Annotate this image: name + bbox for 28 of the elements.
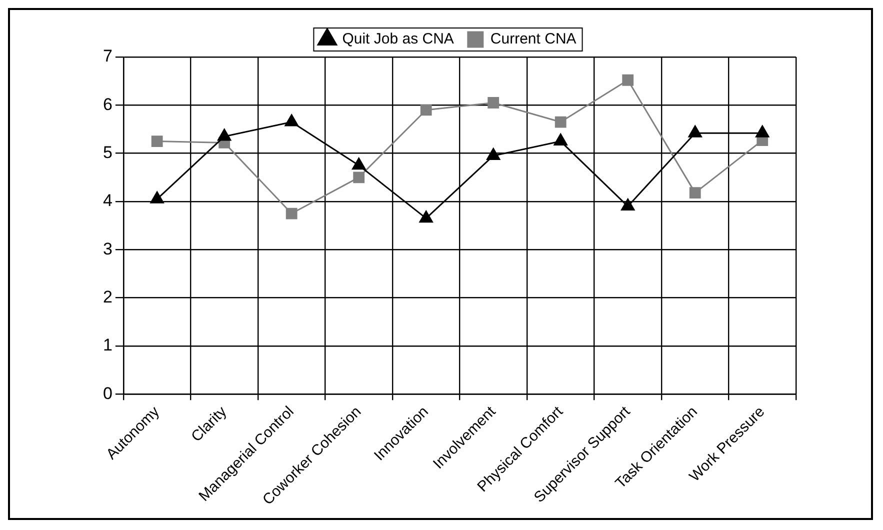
legend-label: Current CNA [490,30,576,48]
point [689,187,701,199]
y-tick-label: 2 [102,287,112,306]
y-tick-label: 1 [102,336,112,355]
point [621,198,635,211]
point [688,125,702,138]
point [353,172,365,184]
point [218,128,232,141]
point [486,148,500,160]
y-tick-label: 3 [102,239,112,258]
point [554,116,566,128]
y-tick-label: 4 [102,191,112,210]
y-tick-label: 0 [102,384,112,403]
point [554,134,568,146]
point [756,125,770,138]
point [286,208,298,220]
y-tick-label: 5 [102,143,112,162]
legend-label: Quit Job as CNA [342,30,454,48]
point [150,191,164,204]
point [419,210,433,223]
point [151,136,163,147]
y-tick-label: 6 [102,94,112,114]
point [284,114,298,126]
y-tick-label: 7 [102,46,112,66]
point [622,74,634,86]
point [352,158,366,170]
point [420,104,432,116]
point [488,97,500,108]
